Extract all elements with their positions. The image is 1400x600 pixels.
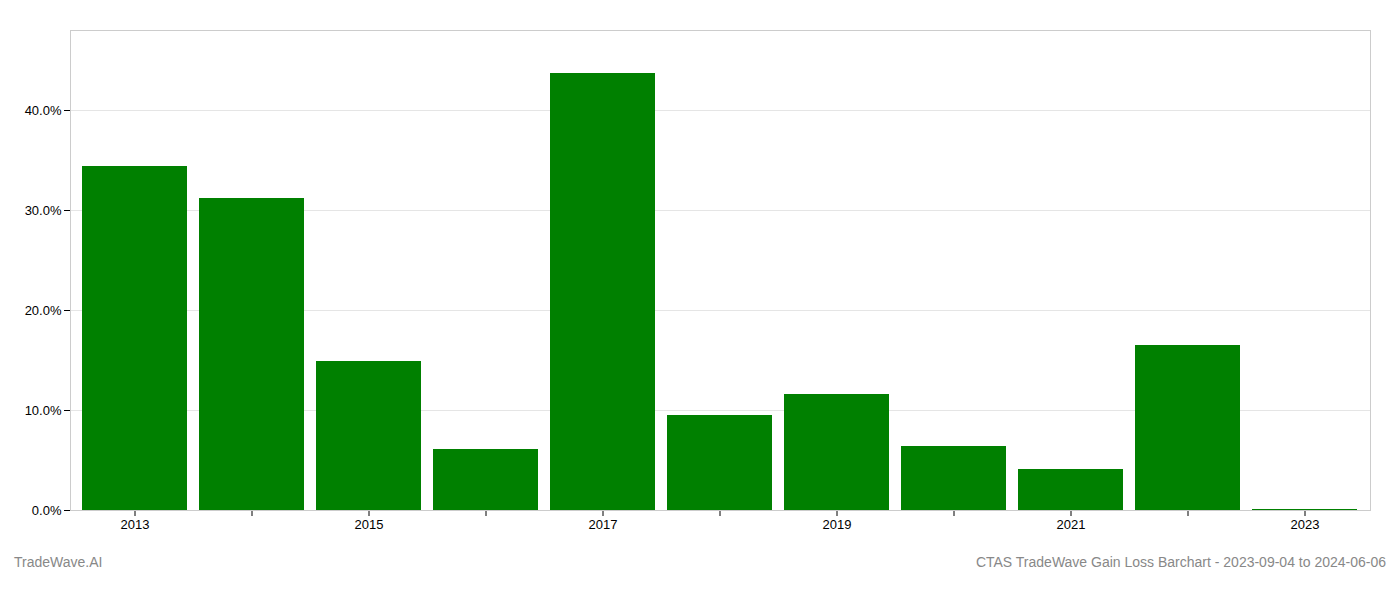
- html-text:TradeWave.AI: TradeWave.AI: [14, 554, 103, 570]
- svg-text:40.0%: 40.0%: [25, 103, 62, 118]
- svg-text:2019: 2019: [823, 517, 852, 532]
- svg-text:2017: 2017: [589, 517, 618, 532]
- svg-text:2021: 2021: [1057, 517, 1086, 532]
- svg-text:10.0%: 10.0%: [25, 403, 62, 418]
- svg-text:20.0%: 20.0%: [25, 303, 62, 318]
- svg-text:2023: 2023: [1291, 517, 1320, 532]
- html-text:CTAS TradeWave Gain Loss Barch: CTAS TradeWave Gain Loss Barchart - 2023…: [975, 554, 1386, 570]
- svg-text:30.0%: 30.0%: [25, 203, 62, 218]
- svg-text:0.0%: 0.0%: [32, 503, 62, 518]
- svg-text:2013: 2013: [121, 517, 150, 532]
- svg-text:2015: 2015: [355, 517, 384, 532]
